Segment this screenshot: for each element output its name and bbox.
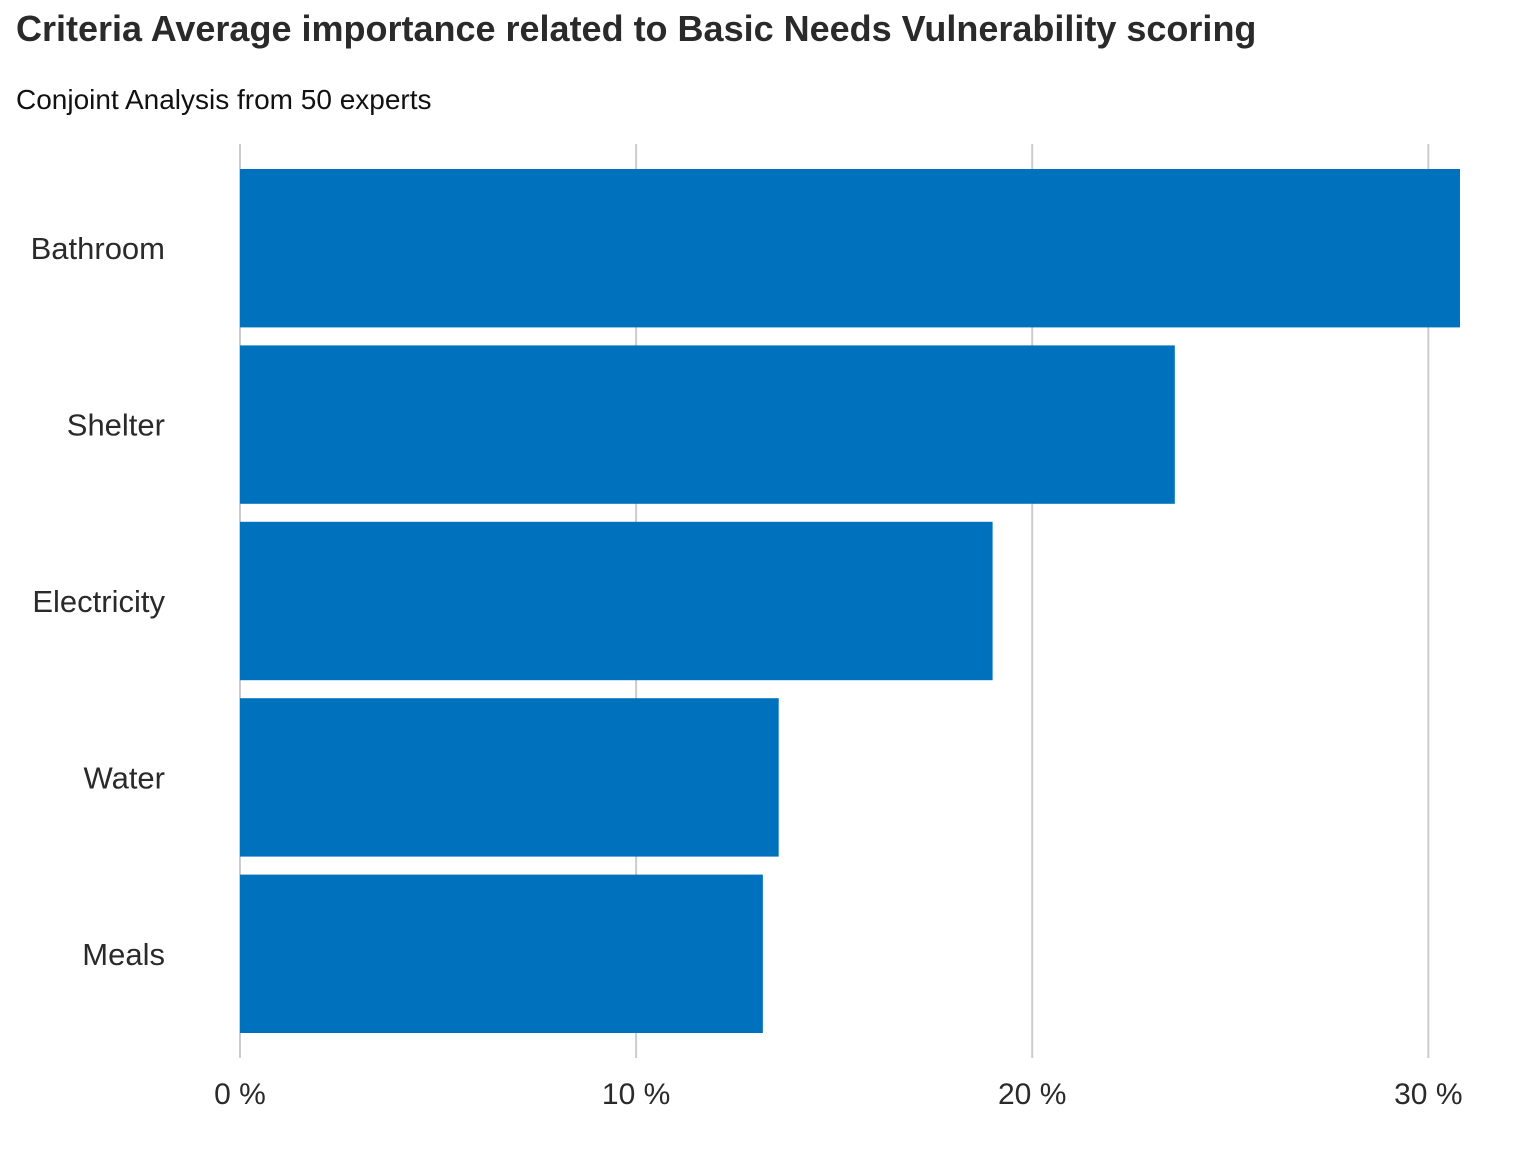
- x-tick-label: 30 %: [1394, 1078, 1462, 1111]
- category-labels: Bathroom Shelter Electricity Water Meals: [31, 231, 166, 972]
- x-tick-label: 0 %: [214, 1078, 266, 1111]
- bar-shelter: [240, 345, 1175, 504]
- chart-subtitle: Conjoint Analysis from 50 experts: [16, 84, 432, 115]
- category-label: Water: [83, 760, 165, 795]
- bar-bathroom: [240, 169, 1460, 328]
- bar-electricity: [240, 521, 993, 681]
- chart-title: Criteria Average importance related to B…: [16, 8, 1257, 49]
- x-tick-label: 20 %: [998, 1078, 1066, 1111]
- bars: [240, 169, 1460, 1033]
- category-label: Meals: [82, 937, 165, 972]
- x-axis-ticks: 0 % 10 % 20 % 30 %: [214, 1078, 1462, 1111]
- category-label: Bathroom: [31, 231, 165, 266]
- bar-water: [240, 698, 779, 857]
- bar-meals: [240, 874, 763, 1033]
- category-label: Shelter: [67, 408, 165, 443]
- category-label: Electricity: [32, 584, 165, 619]
- x-tick-label: 10 %: [602, 1078, 670, 1111]
